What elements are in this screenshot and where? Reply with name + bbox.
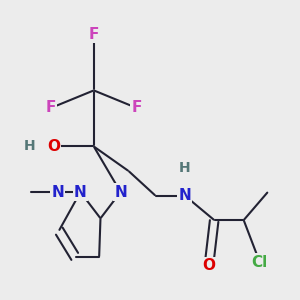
Text: H: H: [179, 160, 190, 175]
Text: H: H: [24, 140, 35, 154]
Text: F: F: [88, 27, 99, 42]
Text: F: F: [131, 100, 142, 116]
Text: O: O: [202, 258, 215, 273]
Text: N: N: [51, 184, 64, 200]
Text: Cl: Cl: [252, 255, 268, 270]
Text: O: O: [47, 139, 60, 154]
Text: N: N: [114, 184, 127, 200]
Text: N: N: [74, 184, 87, 200]
Text: N: N: [178, 188, 191, 203]
Text: F: F: [46, 100, 56, 116]
